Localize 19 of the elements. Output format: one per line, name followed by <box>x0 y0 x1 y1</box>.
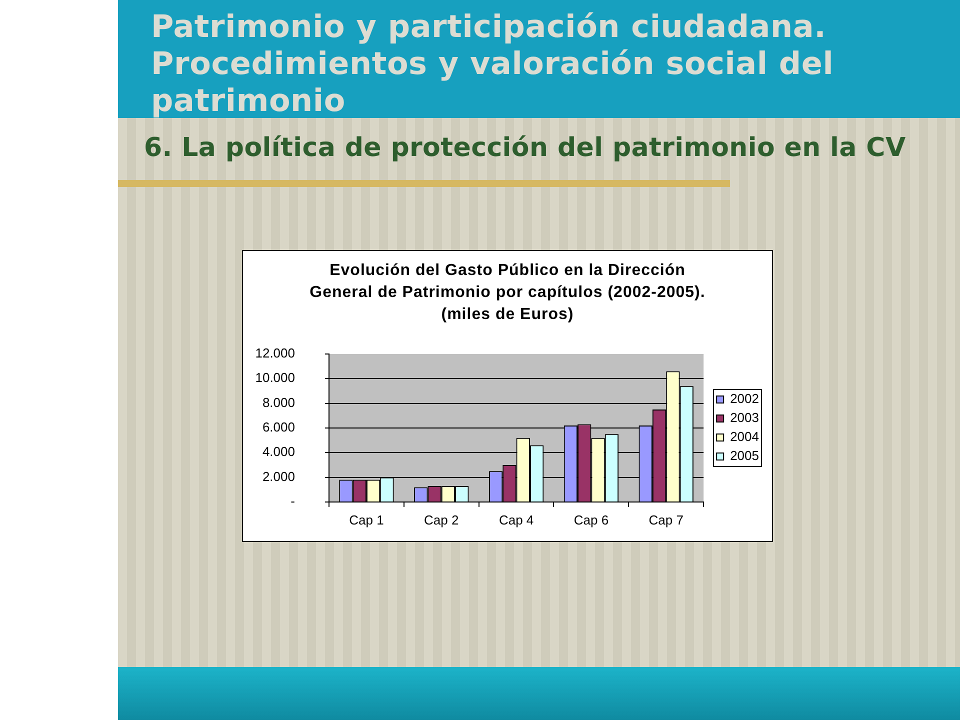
y-tick-label: - <box>290 494 295 509</box>
x-tick-label: Cap 1 <box>349 512 384 528</box>
x-tick-label: Cap 7 <box>648 512 684 528</box>
y-tick-label: 12.000 <box>255 346 295 361</box>
text: 6. La política de protección del patrimonio en la CV <box>144 133 906 163</box>
y-tick-label: 4.000 <box>262 444 295 460</box>
y-tick-label: 8.000 <box>262 394 295 410</box>
chart-title: Evolución del Gasto Público en la Dirección General de Patrimonio por capítulos (2002-2005). (miles de Euros) <box>308 261 706 325</box>
y-tick-label: 2.000 <box>262 468 295 484</box>
y-tick-label: 6.000 <box>262 420 295 435</box>
x-tick-label: Cap 6 <box>574 512 609 528</box>
legend-label: 2004 <box>730 429 759 444</box>
text: Patrimonio y participación ciudadana. Procedimientos y valoración social del patrimonio <box>151 9 835 120</box>
x-tick-label: Cap 4 <box>498 512 534 528</box>
legend-label: 2005 <box>730 448 759 464</box>
legend-label: 2002 <box>730 391 759 406</box>
legend-label: 2003 <box>730 410 759 426</box>
x-tick-label: Cap 2 <box>424 512 459 528</box>
y-tick-label: 10.000 <box>255 370 295 386</box>
